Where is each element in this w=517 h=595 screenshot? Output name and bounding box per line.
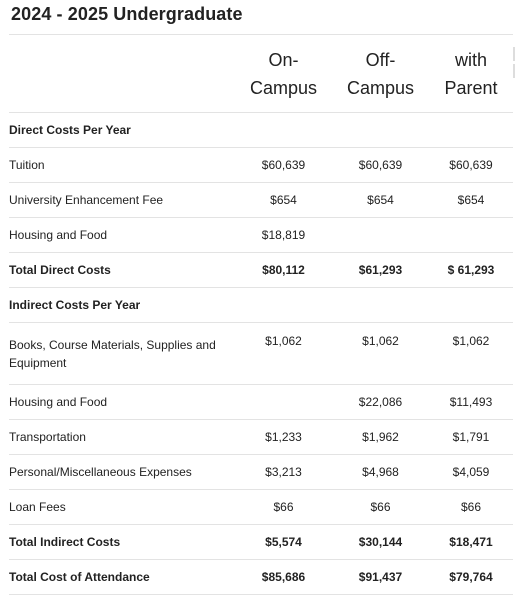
row-label: University Enhancement Fee: [9, 182, 235, 218]
cell-on-campus: [235, 287, 332, 323]
cell-on-campus: [235, 112, 332, 148]
table-header-row: On- Campus Off- Campus with Parent: [9, 35, 513, 113]
row-label: Housing and Food: [9, 217, 235, 253]
row-label: Indirect Costs Per Year: [9, 287, 235, 323]
table-row: Loan Fees $66 $66 $66: [9, 489, 513, 525]
column-header-off-campus: Off- Campus: [332, 35, 429, 113]
row-label: Transportation: [9, 419, 235, 455]
total-row-cost-of-attendance: Total Cost of Attendance $85,686 $91,437…: [9, 559, 513, 595]
table-row: Transportation $1,233 $1,962 $1,791: [9, 419, 513, 455]
table-row: Books, Course Materials, Supplies and Eq…: [9, 322, 513, 385]
cell-off-campus: $22,086: [332, 384, 429, 420]
header-corner: [9, 35, 235, 113]
row-label: Total Cost of Attendance: [9, 559, 235, 595]
cell-off-campus: $1,062: [332, 322, 429, 385]
table-row: Housing and Food $22,086 $11,493: [9, 384, 513, 420]
cell-on-campus: [235, 384, 332, 420]
cell-on-campus: $1,233: [235, 419, 332, 455]
cell-off-campus: $91,437: [332, 559, 429, 595]
cell-on-campus: $80,112: [235, 252, 332, 288]
total-row-indirect-costs: Total Indirect Costs $5,574 $30,144 $18,…: [9, 524, 513, 560]
cell-off-campus: [332, 112, 429, 148]
row-label: Tuition: [9, 147, 235, 183]
cell-with-parent: $654: [429, 182, 513, 218]
table-row: University Enhancement Fee $654 $654 $65…: [9, 182, 513, 218]
total-row-direct-costs: Total Direct Costs $80,112 $61,293 $ 61,…: [9, 252, 513, 288]
page-title: 2024 - 2025 Undergraduate: [11, 4, 243, 24]
cell-with-parent: $1,062: [429, 322, 513, 385]
cell-with-parent: [429, 217, 513, 253]
cell-off-campus: $61,293: [332, 252, 429, 288]
cell-with-parent: $4,059: [429, 454, 513, 490]
cell-off-campus: $654: [332, 182, 429, 218]
row-label: Direct Costs Per Year: [9, 112, 235, 148]
table-row: Personal/Miscellaneous Expenses $3,213 $…: [9, 454, 513, 490]
cell-on-campus: $66: [235, 489, 332, 525]
cell-off-campus: $30,144: [332, 524, 429, 560]
cell-with-parent: $1,791: [429, 419, 513, 455]
cell-off-campus: [332, 287, 429, 323]
cell-on-campus: $3,213: [235, 454, 332, 490]
table-row: Tuition $60,639 $60,639 $60,639: [9, 147, 513, 183]
table-scroll-edge: [513, 47, 515, 61]
row-label: Housing and Food: [9, 384, 235, 420]
cost-of-attendance-table: On- Campus Off- Campus with Parent Direc…: [9, 35, 513, 595]
cell-with-parent: $ 61,293: [429, 252, 513, 288]
row-label: Total Direct Costs: [9, 252, 235, 288]
table-scroll-edge: [513, 64, 515, 78]
title-divider: [9, 34, 513, 35]
cell-with-parent: $11,493: [429, 384, 513, 420]
row-label: Books, Course Materials, Supplies and Eq…: [9, 322, 235, 385]
cell-on-campus: $60,639: [235, 147, 332, 183]
cell-with-parent: $60,639: [429, 147, 513, 183]
table-row: Housing and Food $18,819: [9, 217, 513, 253]
cell-off-campus: $60,639: [332, 147, 429, 183]
cell-with-parent: $79,764: [429, 559, 513, 595]
section-row-direct-costs: Direct Costs Per Year: [9, 112, 513, 148]
cell-on-campus: $1,062: [235, 322, 332, 385]
column-header-with-parent: with Parent: [429, 35, 513, 113]
cell-off-campus: [332, 217, 429, 253]
row-label: Personal/Miscellaneous Expenses: [9, 454, 235, 490]
row-label: Loan Fees: [9, 489, 235, 525]
column-header-on-campus: On- Campus: [235, 35, 332, 113]
row-label: Total Indirect Costs: [9, 524, 235, 560]
cell-off-campus: $1,962: [332, 419, 429, 455]
cell-off-campus: $4,968: [332, 454, 429, 490]
cell-with-parent: $66: [429, 489, 513, 525]
cell-with-parent: $18,471: [429, 524, 513, 560]
cell-on-campus: $18,819: [235, 217, 332, 253]
cell-with-parent: [429, 112, 513, 148]
cell-on-campus: $85,686: [235, 559, 332, 595]
cell-on-campus: $5,574: [235, 524, 332, 560]
cell-on-campus: $654: [235, 182, 332, 218]
section-row-indirect-costs: Indirect Costs Per Year: [9, 287, 513, 323]
cell-with-parent: [429, 287, 513, 323]
cell-off-campus: $66: [332, 489, 429, 525]
